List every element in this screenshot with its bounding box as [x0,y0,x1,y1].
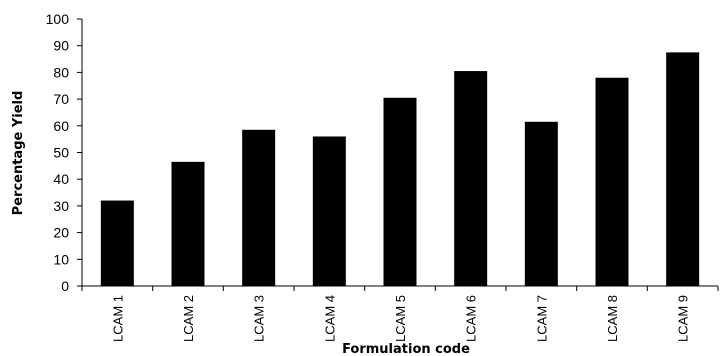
y-tick-label: 20 [53,225,69,241]
x-category-label: LCAM 7 [534,295,549,342]
x-category-label: LCAM 5 [393,295,408,342]
x-category-label: LCAM 1 [110,295,125,342]
x-category-label: LCAM 8 [605,295,620,342]
y-tick-label: 70 [53,91,69,107]
bar-lcam-7 [524,121,558,286]
y-tick-label: 50 [53,145,69,161]
bar-lcam-3 [242,129,276,286]
bars [100,52,700,287]
y-tick-label: 80 [53,64,69,80]
y-tick-label: 100 [46,11,70,27]
bar-lcam-1 [100,200,134,286]
x-category-label: LCAM 6 [464,295,479,342]
y-axis-ticks: 0 10 20 30 40 50 60 70 80 90 100 [46,11,82,294]
bar-lcam-4 [312,136,346,286]
x-category-label: LCAM 2 [181,295,196,342]
x-category-label: LCAM 9 [676,295,691,342]
bar-lcam-5 [383,97,417,286]
y-axis-title: Percentage Yield [11,91,26,216]
bar-lcam-9 [666,52,700,286]
x-category-label: LCAM 3 [252,295,267,342]
y-tick-label: 60 [53,118,69,134]
y-tick-label: 90 [53,38,69,54]
y-tick-label: 10 [53,251,69,267]
bar-lcam-2 [171,161,205,286]
y-tick-label: 0 [61,278,69,294]
bar-lcam-6 [454,71,488,286]
bar-lcam-8 [595,77,629,287]
x-axis-title: Formulation code [342,342,470,356]
x-category-label: LCAM 4 [322,295,337,342]
x-axis-ticks: LCAM 1 LCAM 2 LCAM 3 LCAM 4 LCAM 5 LCAM 6 LCAM… [81,286,719,342]
y-tick-label: 40 [53,171,69,187]
y-tick-label: 30 [53,198,69,214]
